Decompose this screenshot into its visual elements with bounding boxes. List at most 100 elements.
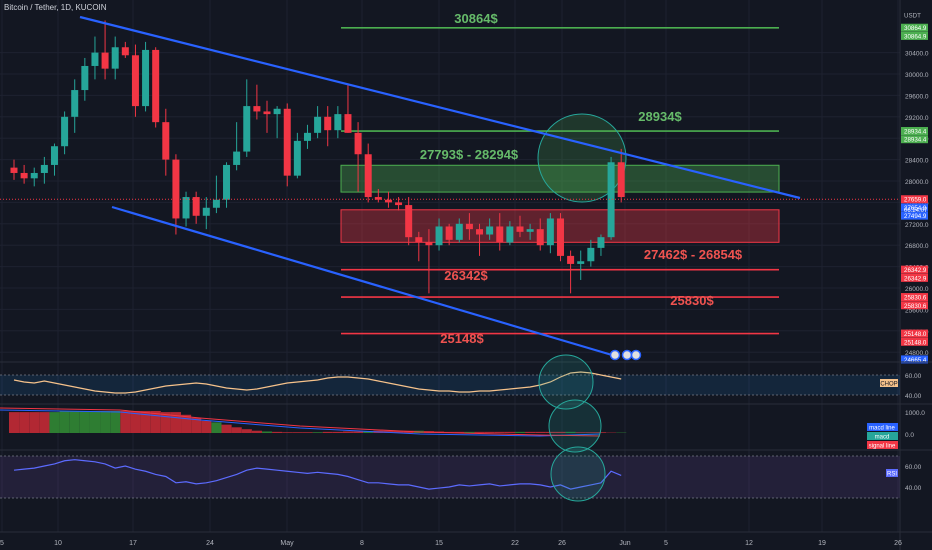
candle-body (597, 237, 605, 248)
candle-body (10, 167, 18, 173)
macd-bar (160, 412, 171, 433)
candle-body (61, 116, 69, 147)
macd-line (0, 409, 601, 437)
candle-body (212, 199, 220, 208)
candle-body (577, 261, 585, 264)
macd-tick: 0.0 (905, 432, 914, 439)
price-zone (340, 164, 780, 193)
macd-bar (201, 420, 212, 433)
macd-bar (545, 431, 556, 433)
candle-body (496, 226, 504, 243)
rsi-badge-label: RSI (887, 472, 897, 478)
price-label: 26342.9 (904, 275, 927, 282)
macd-bar (150, 410, 161, 433)
price-tick-label: 28400.0 (905, 158, 929, 165)
price-label: 25830.6 (904, 303, 927, 310)
candle-body (455, 223, 463, 240)
macd-badge (867, 441, 898, 449)
macd-highlight (548, 399, 602, 453)
candle-body (243, 106, 251, 152)
price-label-bg (901, 355, 928, 364)
level-label: 30864$ (454, 11, 498, 26)
macd-bar (484, 431, 495, 433)
macd-bar (565, 431, 576, 433)
candle-body (405, 205, 413, 238)
macd-bar (110, 410, 121, 433)
time-tick-label: 24 (206, 540, 214, 547)
candle-body (526, 229, 534, 232)
price-label-bg (901, 127, 928, 136)
macd-bar (69, 410, 80, 433)
chop-line (13, 371, 622, 394)
price-label: 25148.0 (904, 331, 927, 338)
candle-body (465, 223, 473, 230)
chop-tick: 60.00 (905, 373, 922, 380)
candle-body (435, 226, 443, 246)
candle-body (172, 159, 180, 219)
candle-body (556, 218, 564, 256)
price-label-bg (901, 337, 928, 346)
level-label: 28934$ (638, 109, 682, 124)
level-label: 25830$ (670, 293, 714, 308)
macd-bar (595, 432, 607, 433)
macd-bar (393, 430, 404, 433)
chop-band (0, 375, 900, 395)
zone-label: 27462$ - 26854$ (644, 247, 743, 262)
price-tick-label: 26000.0 (905, 286, 929, 293)
symbol-title: Bitcoin / Tether, 1D, KUCOIN (4, 3, 107, 12)
macd-bar (272, 431, 283, 433)
time-tick-label: 26 (894, 540, 902, 547)
price-label: 25148.0 (904, 339, 927, 346)
candle-body (101, 52, 109, 69)
candle-body (71, 90, 79, 117)
chop-tick: 40.00 (905, 393, 922, 400)
time-tick-label: 19 (818, 540, 826, 547)
candle-body (192, 197, 200, 216)
candle-body (142, 49, 150, 107)
candle-body (415, 237, 423, 243)
macd-bar (515, 431, 526, 433)
candle-body (344, 114, 352, 133)
price-label: 28934.4 (904, 129, 927, 136)
macd-bar (332, 431, 343, 433)
candle-body (607, 162, 615, 238)
macd-badge-label: macd (875, 435, 890, 441)
macd-bar (181, 414, 192, 433)
price-tick-label: 29200.0 (905, 115, 929, 122)
candle-body (152, 49, 160, 123)
macd-tick: 1000.0 (905, 410, 925, 417)
price-tick-label: 30400.0 (905, 51, 929, 58)
macd-bar (464, 431, 475, 433)
macd-bar (251, 430, 262, 433)
macd-bar (312, 432, 323, 433)
macd-bar (474, 431, 485, 433)
rsi-badge (886, 469, 898, 477)
macd-bar (525, 431, 536, 433)
macd-bar (89, 410, 101, 433)
candle-body (334, 114, 342, 131)
candle-body (253, 106, 261, 112)
candle-body (81, 65, 89, 91)
signal-line (0, 407, 601, 437)
candle-body (516, 226, 524, 232)
price-label-bg (901, 135, 928, 144)
candle-body (263, 111, 271, 115)
price-label: 27494.9 (904, 213, 927, 220)
candle-body (273, 108, 281, 115)
price-label: 30864.9 (904, 33, 927, 40)
candle-body (425, 242, 433, 246)
price-tick-label: 24800.0 (905, 350, 929, 357)
price-tick-label: 25600.0 (905, 307, 929, 314)
price-label-bg (901, 273, 928, 282)
price-label: 26342.9 (904, 267, 927, 274)
price-label-bg (901, 329, 928, 338)
candle-body (364, 154, 372, 198)
rsi-tick: 40.00 (905, 485, 922, 492)
zone-label: 27793$ - 28294$ (420, 147, 519, 162)
candle-body (374, 197, 382, 200)
macd-bar (535, 431, 546, 433)
macd-bar (383, 430, 394, 433)
macd-bar (555, 431, 566, 433)
candle-body (121, 47, 129, 56)
candle-body (536, 229, 544, 246)
